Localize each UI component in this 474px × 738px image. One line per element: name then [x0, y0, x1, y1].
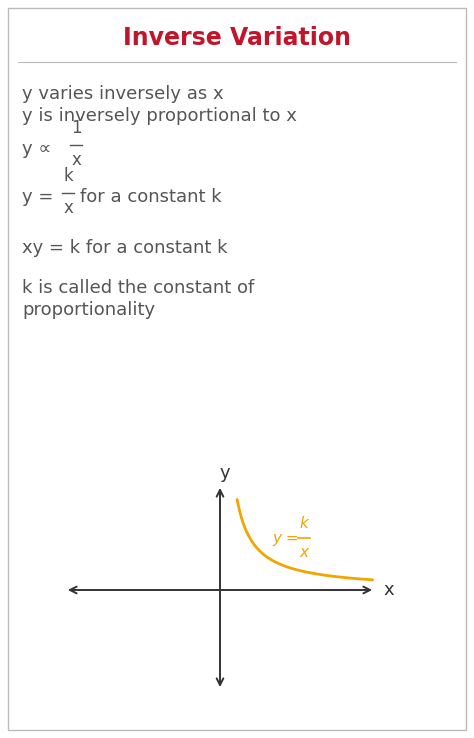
Text: y is inversely proportional to x: y is inversely proportional to x: [22, 107, 297, 125]
Text: k is called the constant of: k is called the constant of: [22, 279, 254, 297]
Text: y ∝: y ∝: [22, 140, 51, 158]
Text: y =: y =: [22, 188, 54, 206]
Text: x: x: [300, 545, 309, 560]
Text: k: k: [63, 167, 73, 185]
Text: y varies inversely as x: y varies inversely as x: [22, 85, 224, 103]
Text: 1: 1: [71, 119, 82, 137]
Text: x: x: [383, 581, 393, 599]
Text: xy = k for a constant k: xy = k for a constant k: [22, 239, 228, 257]
Text: y: y: [219, 464, 230, 482]
Text: x: x: [71, 151, 81, 169]
Text: k: k: [300, 516, 309, 531]
Text: Inverse Variation: Inverse Variation: [123, 26, 351, 50]
Text: y =: y =: [272, 531, 299, 545]
Text: proportionality: proportionality: [22, 301, 155, 319]
Text: for a constant k: for a constant k: [80, 188, 222, 206]
Text: x: x: [63, 199, 73, 217]
